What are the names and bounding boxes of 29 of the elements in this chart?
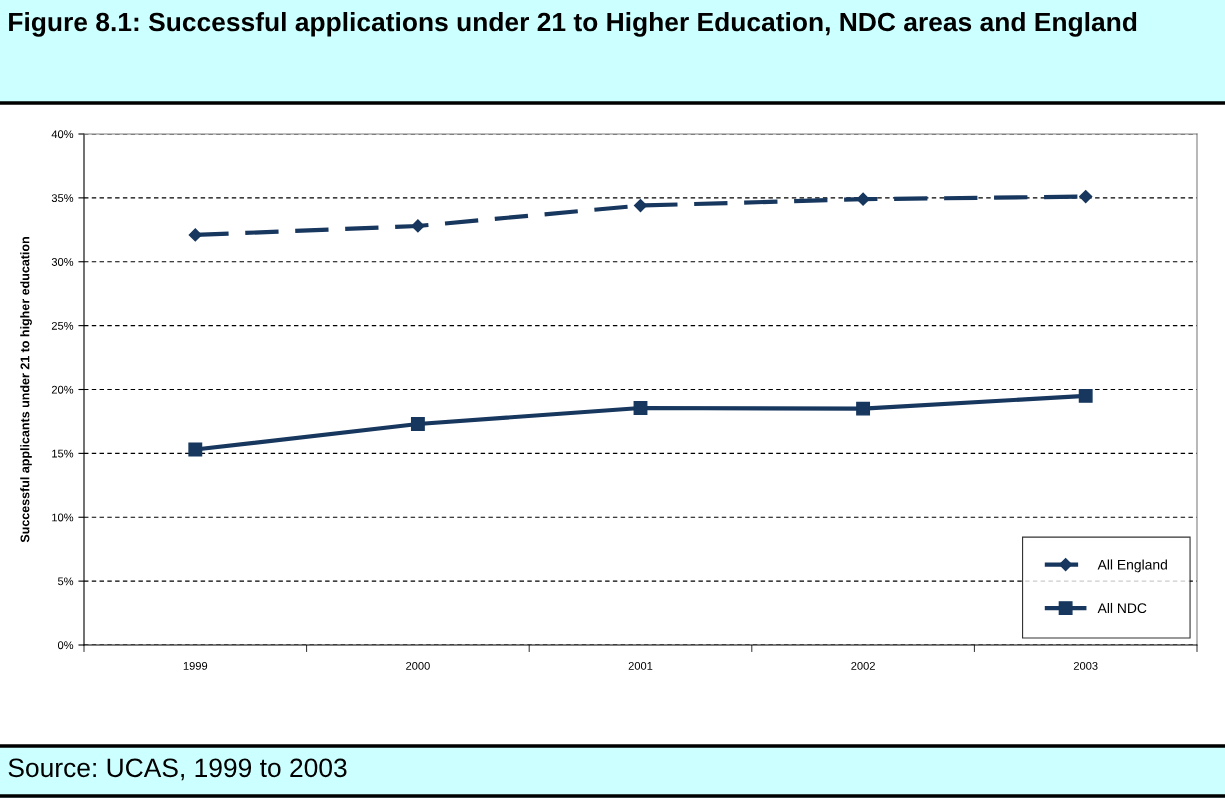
y-axis-title: Successful applicants under 21 to higher education xyxy=(20,237,32,543)
point xyxy=(411,219,425,233)
y-tick-label: 25% xyxy=(51,321,74,330)
legend-label: All NDC xyxy=(1097,602,1147,614)
point xyxy=(856,401,871,416)
x-tick-label: 2001 xyxy=(628,661,653,670)
point xyxy=(856,192,870,206)
point xyxy=(188,442,203,457)
point xyxy=(633,198,648,213)
point xyxy=(1079,190,1093,204)
y-tick-label: 20% xyxy=(51,385,74,394)
chart-title: Figure 8.1: Successful applications under 21 to Higher Education, NDC areas and England xyxy=(9,11,1137,37)
y-tick-label: 35% xyxy=(51,194,74,203)
legend-label: All England xyxy=(1097,559,1167,573)
y-tick-label: 5% xyxy=(57,577,74,586)
x-tick-label: 2000 xyxy=(406,661,430,670)
y-tick-label: 40% xyxy=(51,130,74,139)
point xyxy=(633,401,648,415)
point xyxy=(410,417,425,431)
y-tick-label: 15% xyxy=(52,449,74,458)
x-tick-label: 1999 xyxy=(183,661,208,670)
point xyxy=(188,228,202,242)
source-note: Source: UCAS, 1999 to 2003 xyxy=(8,758,347,781)
x-tick-label: 2003 xyxy=(1073,661,1098,670)
y-tick-label: 0% xyxy=(57,641,74,650)
point xyxy=(1078,388,1093,403)
y-tick-label: 30% xyxy=(51,258,74,266)
x-tick-label: 2002 xyxy=(851,661,875,670)
y-tick-label: 10% xyxy=(52,513,74,522)
